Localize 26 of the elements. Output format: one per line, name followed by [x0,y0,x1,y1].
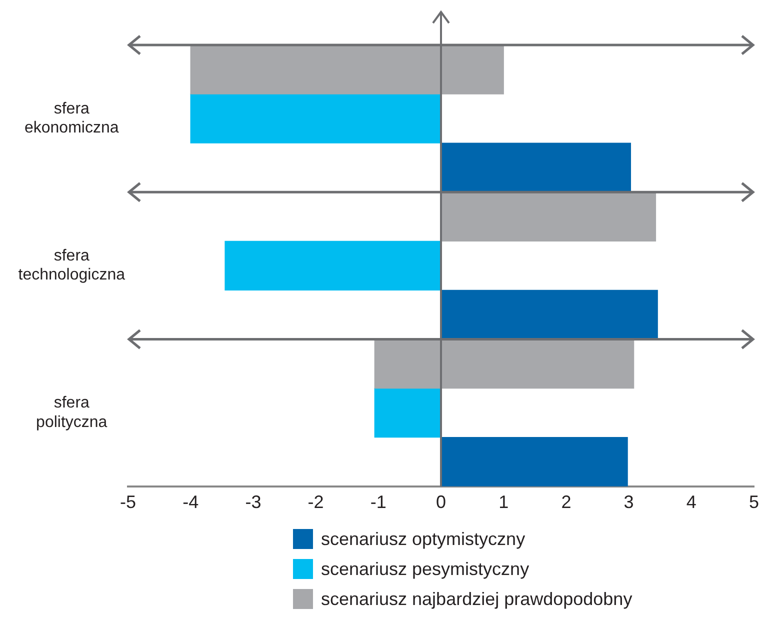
bar [440,142,632,192]
x-tick-label: -4 [182,492,199,512]
legend-label: scenariusz pesymistyczny [321,558,530,580]
bar [440,192,656,242]
x-tick-label: 4 [686,492,696,512]
bar [190,94,442,144]
x-tick-label: 2 [561,492,572,512]
x-tick-label: -5 [120,492,136,512]
bar [440,290,658,340]
x-tick-label: 3 [624,492,634,512]
bar [440,437,628,486]
x-tick-label: -3 [245,492,262,512]
bar [224,240,442,291]
y-tick-label: sfera technologiczna [18,248,126,284]
bar [190,45,504,94]
x-tick-label: 5 [748,492,759,512]
legend-label: scenariusz najbardziej prawdopodobny [321,588,632,610]
x-tick-label: -1 [370,492,386,512]
x-tick-label: 1 [498,492,509,512]
bar [374,388,442,438]
x-tick-label: 0 [436,492,446,512]
y-tick-label: sfera polityczna [36,394,108,431]
bar [374,338,634,389]
legend-label: scenariusz optymistyczny [321,528,526,550]
x-tick-label: -2 [308,492,324,512]
y-tick-label: sfera ekonomiczna [24,100,119,137]
